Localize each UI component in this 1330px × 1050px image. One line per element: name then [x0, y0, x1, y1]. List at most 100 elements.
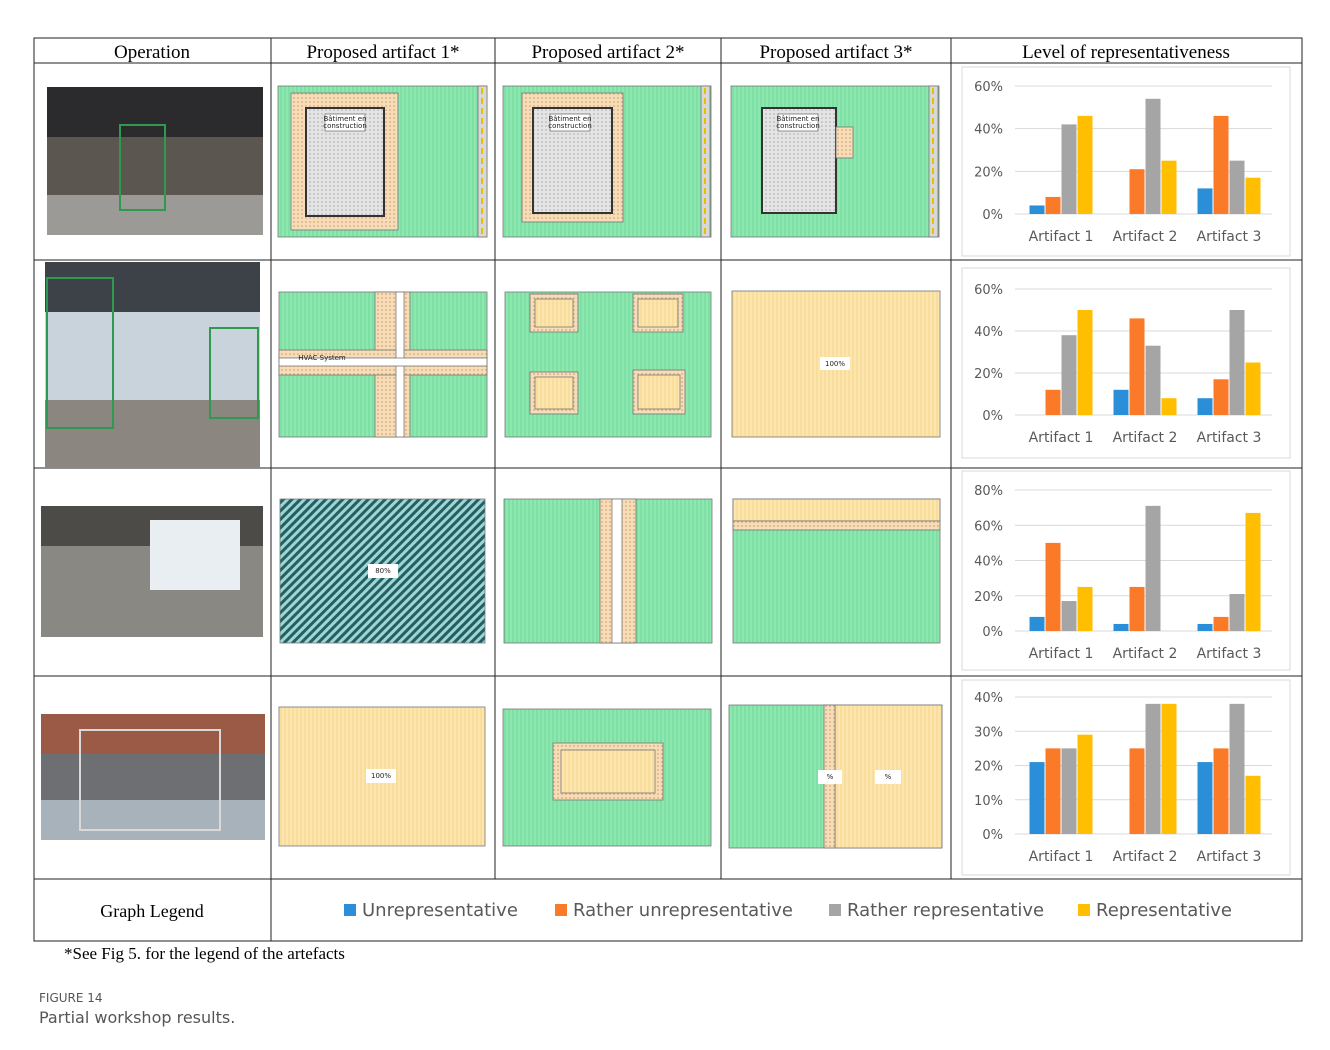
y-tick-label: 0% [982, 208, 1003, 223]
bar [1161, 160, 1177, 214]
bar [1197, 398, 1213, 415]
bar [1145, 345, 1161, 415]
bar [1029, 205, 1045, 214]
bar [1029, 616, 1045, 631]
bar [1245, 362, 1261, 415]
floor-plans [277, 85, 943, 849]
bar [1197, 623, 1213, 631]
bar [1245, 775, 1261, 834]
header-cell: Operation [114, 42, 190, 63]
photos [41, 87, 265, 840]
bar [1045, 542, 1061, 631]
bar [1029, 762, 1045, 834]
bar [1061, 124, 1077, 214]
bar [1145, 703, 1161, 834]
bar [1061, 748, 1077, 834]
charts: 0% 20% 40% 60% Artifact 1 Artifact 2 Artifact … [961, 66, 1291, 876]
bar [1229, 703, 1245, 834]
bar [1145, 505, 1161, 631]
plan-label: 80% [375, 567, 391, 575]
y-tick-label: 10% [974, 794, 1003, 809]
x-tick-label: Artifact 1 [1029, 229, 1094, 245]
y-tick-label: 40% [974, 123, 1003, 138]
x-tick-label: Artifact 1 [1029, 849, 1094, 865]
y-tick-label: 60% [974, 519, 1003, 534]
y-tick-label: 20% [974, 760, 1003, 775]
y-tick-label: 60% [974, 80, 1003, 95]
bar [1161, 398, 1177, 415]
plan-label: construction [548, 122, 592, 130]
header-cell: Proposed artifact 3* [759, 42, 912, 63]
plan-label: % [885, 773, 892, 781]
bar [1129, 748, 1145, 834]
x-tick-label: Artifact 3 [1197, 430, 1262, 446]
y-tick-label: 40% [974, 691, 1003, 706]
bar [1113, 623, 1129, 631]
y-tick-label: 20% [974, 367, 1003, 382]
bar [1229, 310, 1245, 415]
plan-label: Bâtiment en [776, 115, 819, 123]
bar [1077, 115, 1093, 214]
legend-label: Unrepresentative [362, 900, 518, 921]
plan-label: construction [776, 122, 820, 130]
bar [1077, 734, 1093, 834]
bar [1045, 389, 1061, 415]
x-tick-label: Artifact 2 [1113, 849, 1178, 865]
bar [1129, 586, 1145, 631]
y-tick-label: 0% [982, 625, 1003, 640]
bar [1229, 160, 1245, 214]
bar [1129, 318, 1145, 415]
x-tick-label: Artifact 3 [1197, 646, 1262, 662]
x-tick-label: Artifact 2 [1113, 430, 1178, 446]
x-tick-label: Artifact 1 [1029, 646, 1094, 662]
bar [1161, 703, 1177, 834]
y-tick-label: 0% [982, 828, 1003, 843]
legend-swatch [344, 904, 356, 916]
legend-swatch [1078, 904, 1090, 916]
bar [1229, 593, 1245, 631]
x-tick-label: Artifact 3 [1197, 229, 1262, 245]
plan-label: Bâtiment en [548, 115, 591, 123]
legend-label: Rather representative [847, 900, 1044, 921]
plan-label: % [827, 773, 834, 781]
bar [1245, 177, 1261, 214]
y-tick-label: 20% [974, 590, 1003, 605]
y-tick-label: 0% [982, 409, 1003, 424]
plan-label: Bâtiment en [323, 115, 366, 123]
bar [1245, 512, 1261, 631]
y-tick-label: 80% [974, 484, 1003, 499]
y-tick-label: 40% [974, 555, 1003, 570]
y-tick-label: 60% [974, 283, 1003, 298]
header-cell: Level of representativeness [1022, 42, 1230, 63]
plan-label: HVAC System [298, 354, 346, 362]
bar [1213, 748, 1229, 834]
y-tick-label: 20% [974, 165, 1003, 180]
bar [1145, 98, 1161, 214]
y-tick-label: 30% [974, 725, 1003, 740]
bar [1077, 310, 1093, 415]
bar [1045, 196, 1061, 214]
bar [1061, 601, 1077, 631]
figure-label: FIGURE 14 [39, 991, 103, 1005]
y-tick-label: 40% [974, 325, 1003, 340]
chart-frame [961, 470, 1291, 671]
plan-label: 100% [825, 360, 845, 368]
bar [1113, 389, 1129, 415]
legend-label: Rather unrepresentative [573, 900, 793, 921]
x-tick-label: Artifact 1 [1029, 430, 1094, 446]
bar [1213, 616, 1229, 631]
plan-label: 100% [371, 772, 391, 780]
bar [1197, 188, 1213, 214]
header-cell: Proposed artifact 2* [531, 42, 684, 63]
bar [1061, 335, 1077, 415]
footnote: *See Fig 5. for the legend of the artefa… [64, 944, 345, 963]
bar [1045, 748, 1061, 834]
table-grid [33, 37, 1303, 942]
caption: Partial workshop results. [39, 1008, 235, 1027]
bar [1197, 762, 1213, 834]
bar [1077, 586, 1093, 631]
bar [1213, 115, 1229, 214]
legend-swatch [555, 904, 567, 916]
x-tick-label: Artifact 3 [1197, 849, 1262, 865]
